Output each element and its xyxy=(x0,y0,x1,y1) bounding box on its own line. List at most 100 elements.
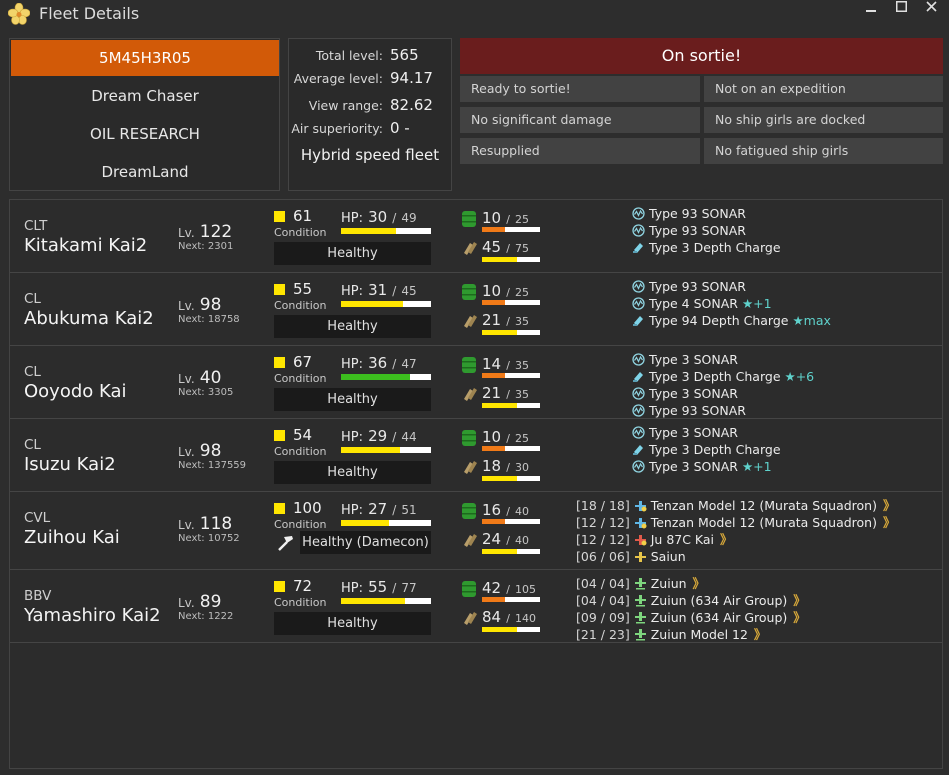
hp-current: 55 xyxy=(368,578,388,596)
status-damage: No significant damage xyxy=(460,107,700,133)
equipment-item[interactable]: [18 / 18] Tenzan Model 12 (Murata Squadro… xyxy=(576,497,895,514)
close-button[interactable] xyxy=(917,0,945,20)
condition-indicator xyxy=(274,357,285,368)
maximize-button[interactable] xyxy=(887,0,915,20)
equipment-item[interactable]: Type 94 Depth Charge ★max xyxy=(632,312,831,329)
minimize-button[interactable] xyxy=(857,0,885,20)
ship-type: BBV xyxy=(24,588,52,604)
equipment-item[interactable]: Type 3 SONAR xyxy=(632,424,738,441)
next-exp: Next: 1222 xyxy=(178,611,233,622)
condition-label: Condition xyxy=(274,445,327,458)
fuel-current: 16 xyxy=(482,501,502,519)
ship-level: Lv. 40 xyxy=(178,368,221,388)
fuel-icon xyxy=(462,581,476,597)
condition-indicator xyxy=(274,503,285,514)
ammo-current: 21 xyxy=(482,311,502,329)
hp-label: HP: xyxy=(341,284,363,299)
equipment-name: Tenzan Model 12 (Murata Squadron) xyxy=(650,498,877,513)
next-exp: Next: 137559 xyxy=(178,460,246,471)
fuel-sep: / xyxy=(506,213,510,226)
equipment-item[interactable]: Type 93 SONAR xyxy=(632,402,746,419)
proficiency-icon: 》 xyxy=(720,532,732,547)
equipment-item[interactable]: Type 3 SONAR xyxy=(632,351,738,368)
ammo-max: 40 xyxy=(515,534,529,547)
ship-name[interactable]: Kitakami Kai2 xyxy=(24,235,148,256)
fuel-bar xyxy=(482,519,540,524)
ship-row[interactable]: CL Isuzu Kai2 Lv. 98 Next: 137559 54 Conditio… xyxy=(10,419,942,492)
ammo-sep: / xyxy=(506,388,510,401)
fuel-icon xyxy=(462,284,476,300)
equipment-item[interactable]: [06 / 06] Saiun xyxy=(576,548,686,565)
recon-plane-icon xyxy=(634,550,647,563)
proficiency-icon: 》 xyxy=(793,610,805,625)
ammo-bar xyxy=(482,257,540,262)
fuel-bar-fill xyxy=(482,446,506,451)
equipment-item[interactable]: [21 / 23] Zuiun Model 12 》 xyxy=(576,626,766,643)
ship-list: CLT Kitakami Kai2 Lv. 122 Next: 2301 61 Condi… xyxy=(9,199,943,769)
ammo-max: 30 xyxy=(515,461,529,474)
equipment-item[interactable]: [12 / 12] Ju 87C Kai 》 xyxy=(576,531,732,548)
ammo-text: 84 / 140 xyxy=(482,607,536,626)
equipment-item[interactable]: Type 3 Depth Charge xyxy=(632,239,781,256)
equipment-item[interactable]: Type 3 Depth Charge ★+6 xyxy=(632,368,814,385)
ship-row[interactable]: CL Ooyodo Kai Lv. 40 Next: 3305 67 Condition H… xyxy=(10,346,942,419)
ship-row[interactable]: CVL Zuihou Kai Lv. 118 Next: 10752 100 Condit… xyxy=(10,492,942,570)
ship-name[interactable]: Abukuma Kai2 xyxy=(24,308,154,329)
ship-level: Lv. 98 xyxy=(178,441,221,461)
close-icon xyxy=(925,1,937,12)
equipment-item[interactable]: [04 / 04] Zuiun 》 xyxy=(576,575,705,592)
fleet-line: OIL RESEARCH xyxy=(90,125,200,143)
ammo-current: 24 xyxy=(482,530,502,548)
ship-type: CL xyxy=(24,291,41,307)
torpedo-bomber-icon xyxy=(634,499,647,512)
fleet-name[interactable]: 5M45H3R05 xyxy=(11,40,279,76)
ship-type: CL xyxy=(24,437,41,453)
equipment-item[interactable]: Type 4 SONAR ★+1 xyxy=(632,295,772,312)
ammo-bar-fill xyxy=(482,627,517,632)
next-label: Next: xyxy=(178,611,205,622)
fuel-icon xyxy=(462,503,476,519)
hp-current: 27 xyxy=(368,500,388,518)
equipment-item[interactable]: [12 / 12] Tenzan Model 12 (Murata Squadro… xyxy=(576,514,895,531)
equipment-item[interactable]: [09 / 09] Zuiun (634 Air Group) 》 xyxy=(576,609,806,626)
ship-name[interactable]: Ooyodo Kai xyxy=(24,381,127,402)
equipment-item[interactable]: Type 93 SONAR xyxy=(632,278,746,295)
equipment-item[interactable]: Type 3 SONAR xyxy=(632,385,738,402)
ammo-icon xyxy=(464,242,477,255)
level-value: 122 xyxy=(199,222,233,242)
equipment-item[interactable]: [04 / 04] Zuiun (634 Air Group) 》 xyxy=(576,592,806,609)
depth-charge-icon xyxy=(632,370,645,383)
equipment-item[interactable]: Type 93 SONAR xyxy=(632,205,746,222)
ship-row[interactable]: CLT Kitakami Kai2 Lv. 122 Next: 2301 61 Condi… xyxy=(10,200,942,273)
fleet-info-panel: 5M45H3R05 Dream Chaser OIL RESEARCH Drea… xyxy=(9,38,280,191)
next-value: 18758 xyxy=(207,314,240,325)
sonar-icon xyxy=(632,353,645,366)
equipment-item[interactable]: Type 93 SONAR xyxy=(632,222,746,239)
fuel-current: 10 xyxy=(482,428,502,446)
equipment-item[interactable]: Type 3 Depth Charge xyxy=(632,441,781,458)
next-value: 3305 xyxy=(207,387,234,398)
fuel-current: 10 xyxy=(482,282,502,300)
plane-slot-count: [12 / 12] xyxy=(576,532,630,547)
equipment-item[interactable]: Type 3 SONAR ★+1 xyxy=(632,458,772,475)
title-bar: Fleet Details xyxy=(0,0,949,28)
ship-row[interactable]: CL Abukuma Kai2 Lv. 98 Next: 18758 55 Conditi… xyxy=(10,273,942,346)
depth-charge-icon xyxy=(632,443,645,456)
ship-name[interactable]: Yamashiro Kai2 xyxy=(24,605,161,626)
ammo-bar xyxy=(482,627,540,632)
improvement-level: ★max xyxy=(792,313,831,328)
equipment-name: Saiun xyxy=(650,549,686,564)
ammo-text: 21 / 35 xyxy=(482,310,529,329)
hp-bar-fill xyxy=(341,228,397,234)
hp-bar-fill xyxy=(341,447,401,453)
next-exp: Next: 18758 xyxy=(178,314,240,325)
ship-name[interactable]: Zuihou Kai xyxy=(24,527,120,548)
hp-max-sep: / xyxy=(392,503,397,517)
ship-row[interactable]: BBV Yamashiro Kai2 Lv. 89 Next: 1222 72 Condi… xyxy=(10,570,942,643)
ammo-bar xyxy=(482,330,540,335)
ammo-bar-fill xyxy=(482,549,517,554)
improvement-level: ★+6 xyxy=(784,369,815,384)
hp-max: 49 xyxy=(401,211,417,225)
fuel-text: 14 / 35 xyxy=(482,354,529,373)
ship-name[interactable]: Isuzu Kai2 xyxy=(24,454,116,475)
